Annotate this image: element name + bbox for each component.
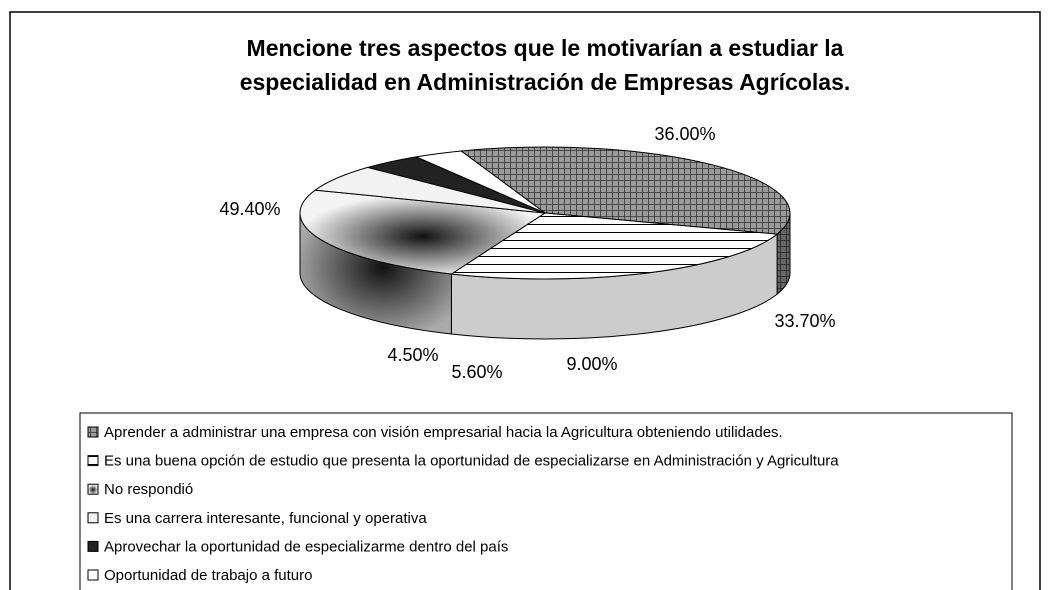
- data-label: 9.00%: [566, 354, 617, 374]
- data-label: 36.00%: [654, 124, 715, 144]
- legend-label: Es una buena opción de estudio que prese…: [104, 453, 839, 470]
- legend-swatch: [87, 540, 99, 552]
- chart-title: especialidad en Administración de Empres…: [240, 69, 851, 95]
- pie-slice: [459, 146, 791, 235]
- legend-label: Es una carrera interesante, funcional y …: [104, 510, 427, 527]
- legend-swatch: [87, 569, 99, 581]
- data-label: 5.60%: [451, 362, 502, 382]
- legend: [79, 412, 1013, 590]
- legend-swatch: [87, 455, 99, 467]
- data-label: 49.40%: [219, 199, 280, 219]
- legend-label: Aprender a administrar una empresa con v…: [104, 424, 783, 441]
- pie-slice: [414, 150, 546, 214]
- legend-swatch: [87, 512, 99, 524]
- legend-label: Aprovechar la oportunidad de especializa…: [104, 538, 508, 555]
- pie-slice: [449, 212, 779, 280]
- chart-border: [9, 11, 1041, 590]
- data-label: 4.50%: [387, 345, 438, 365]
- legend-swatch: [87, 483, 99, 495]
- legend-label: No respondió: [104, 481, 193, 498]
- data-label: 33.70%: [774, 311, 835, 331]
- pie-slice: [299, 189, 547, 275]
- chart-title: Mencione tres aspectos que le motivarían…: [247, 35, 844, 61]
- legend-swatch: [87, 426, 99, 438]
- legend-label: Oportunidad de trabajo a futuro: [104, 567, 312, 584]
